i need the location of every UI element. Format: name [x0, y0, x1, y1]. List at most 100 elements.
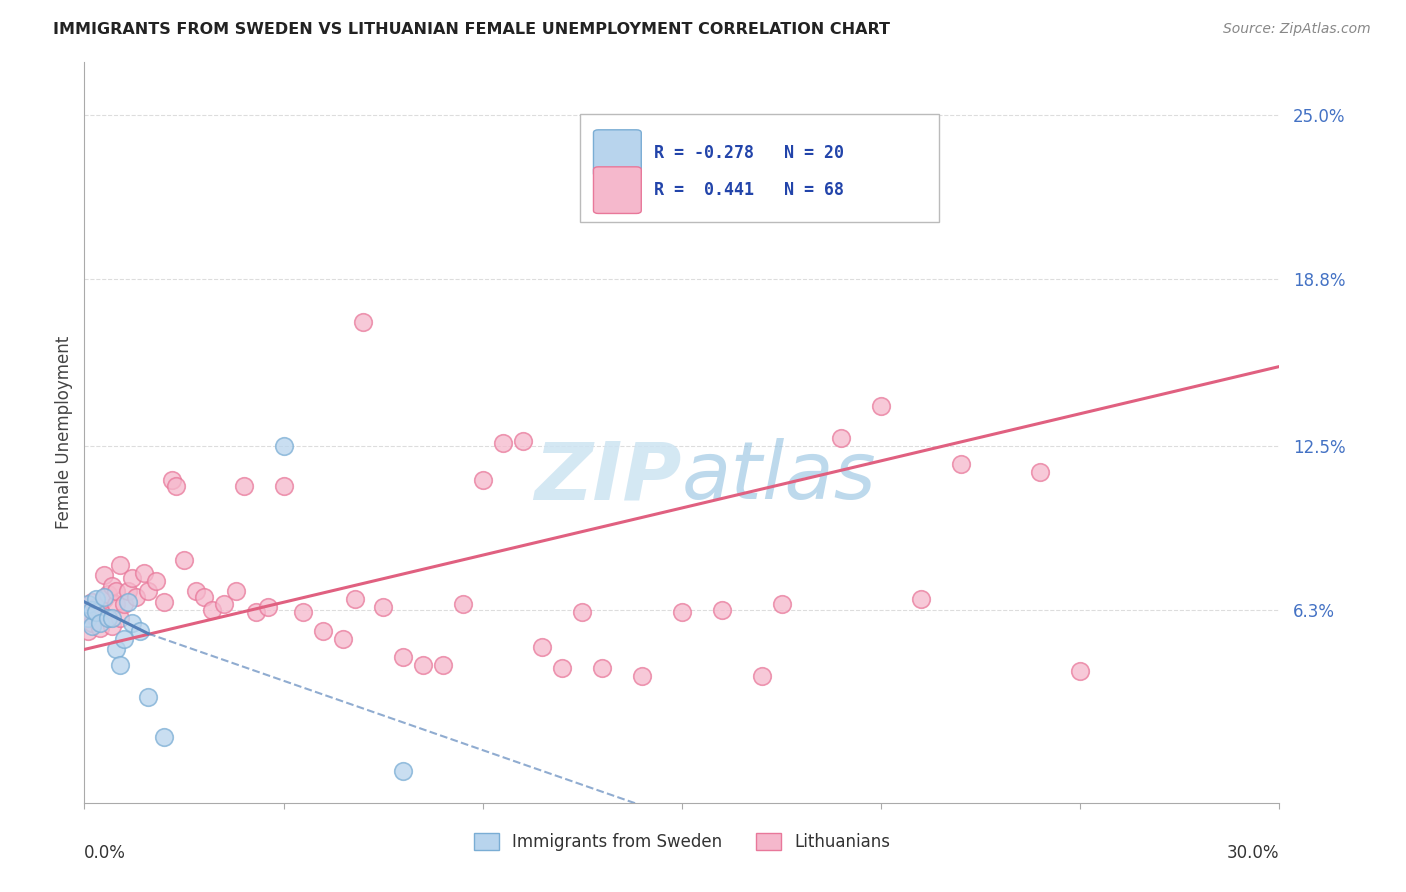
Point [121, 615, 143, 630]
Point [112, 598, 135, 612]
Point [671, 606, 693, 620]
Point [332, 632, 354, 646]
Point [129, 624, 152, 638]
Point [86, 606, 108, 620]
Point [110, 558, 132, 572]
Point [136, 690, 159, 704]
Point [201, 603, 224, 617]
Point [97, 587, 120, 601]
Point [153, 730, 176, 744]
Point [471, 473, 494, 487]
Text: IMMIGRANTS FROM SWEDEN VS LITHUANIAN FEMALE UNEMPLOYMENT CORRELATION CHART: IMMIGRANTS FROM SWEDEN VS LITHUANIAN FEM… [53, 22, 890, 37]
Point [910, 592, 932, 607]
Text: ZIP: ZIP [534, 438, 682, 516]
Point [117, 595, 139, 609]
Point [82, 603, 104, 617]
Point [82, 618, 104, 632]
Point [89, 603, 111, 617]
Point [531, 640, 554, 654]
Point [710, 603, 733, 617]
Point [101, 611, 124, 625]
Point [77, 624, 100, 638]
Point [145, 574, 167, 588]
Point [97, 611, 120, 625]
Point [292, 606, 315, 620]
Text: R =  0.441   N = 68: R = 0.441 N = 68 [654, 181, 845, 199]
Point [770, 598, 793, 612]
Point [256, 600, 278, 615]
Text: Source: ZipAtlas.com: Source: ZipAtlas.com [1223, 22, 1371, 37]
Point [392, 764, 415, 778]
Point [571, 606, 593, 620]
Point [82, 615, 104, 630]
Point [77, 606, 100, 620]
Point [89, 615, 111, 630]
Point [105, 642, 128, 657]
Point [810, 187, 832, 202]
Legend: Immigrants from Sweden, Lithuanians: Immigrants from Sweden, Lithuanians [467, 826, 897, 857]
Point [101, 579, 124, 593]
Point [165, 478, 187, 492]
Point [86, 592, 108, 607]
Point [373, 600, 395, 615]
Point [105, 598, 128, 612]
Text: atlas: atlas [682, 438, 877, 516]
Point [451, 598, 474, 612]
Point [184, 584, 207, 599]
Point [97, 611, 120, 625]
Point [273, 478, 295, 492]
Text: R = -0.278   N = 20: R = -0.278 N = 20 [654, 145, 845, 162]
FancyBboxPatch shape [581, 114, 939, 221]
Point [86, 611, 108, 625]
Point [136, 584, 159, 599]
Point [232, 478, 254, 492]
Point [1069, 664, 1091, 678]
Point [432, 658, 454, 673]
Point [830, 431, 852, 445]
Point [193, 590, 215, 604]
Point [132, 566, 156, 580]
Point [344, 592, 367, 607]
Point [110, 611, 132, 625]
Point [93, 590, 115, 604]
Point [225, 584, 247, 599]
Point [105, 584, 128, 599]
Text: 0.0%: 0.0% [84, 844, 127, 862]
Point [751, 669, 773, 683]
Point [392, 650, 415, 665]
Point [512, 434, 534, 448]
Y-axis label: Female Unemployment: Female Unemployment [55, 336, 73, 529]
Point [551, 661, 574, 675]
Point [117, 584, 139, 599]
Point [121, 571, 143, 585]
Point [77, 611, 100, 625]
Point [125, 590, 148, 604]
FancyBboxPatch shape [593, 167, 641, 213]
Text: 30.0%: 30.0% [1227, 844, 1279, 862]
Point [89, 621, 111, 635]
Point [93, 592, 115, 607]
Point [212, 598, 235, 612]
Point [591, 661, 613, 675]
Point [631, 669, 654, 683]
Point [112, 632, 135, 646]
Point [173, 552, 195, 566]
Point [77, 598, 100, 612]
Point [160, 473, 183, 487]
Point [245, 606, 267, 620]
Point [273, 439, 295, 453]
Point [492, 436, 515, 450]
Point [82, 595, 104, 609]
Point [312, 624, 335, 638]
Point [949, 458, 972, 472]
Point [110, 658, 132, 673]
Point [101, 618, 124, 632]
Point [153, 595, 176, 609]
Point [1029, 465, 1052, 479]
FancyBboxPatch shape [593, 130, 641, 177]
Point [412, 658, 434, 673]
Point [86, 600, 108, 615]
Point [352, 315, 374, 329]
Point [870, 399, 893, 413]
Point [93, 568, 115, 582]
